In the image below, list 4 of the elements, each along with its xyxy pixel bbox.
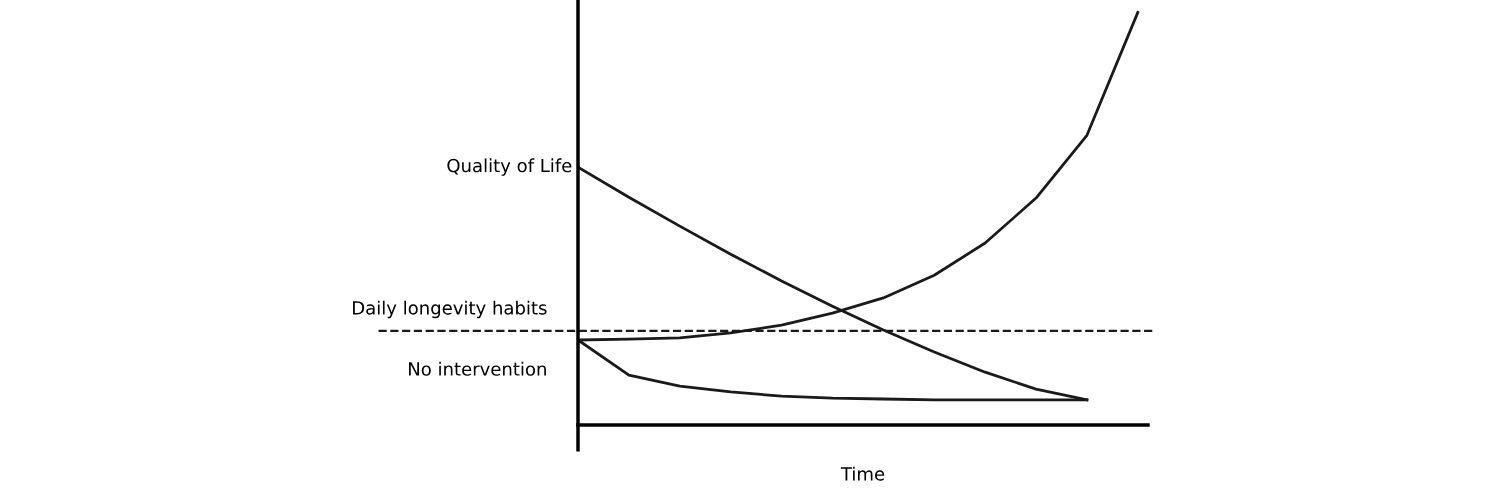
text: No intervention <box>409 361 546 376</box>
x-axis-title: Time <box>840 466 885 481</box>
y-axis-title: Quality of Life <box>447 158 572 176</box>
text: Daily longevity habits <box>353 300 547 319</box>
